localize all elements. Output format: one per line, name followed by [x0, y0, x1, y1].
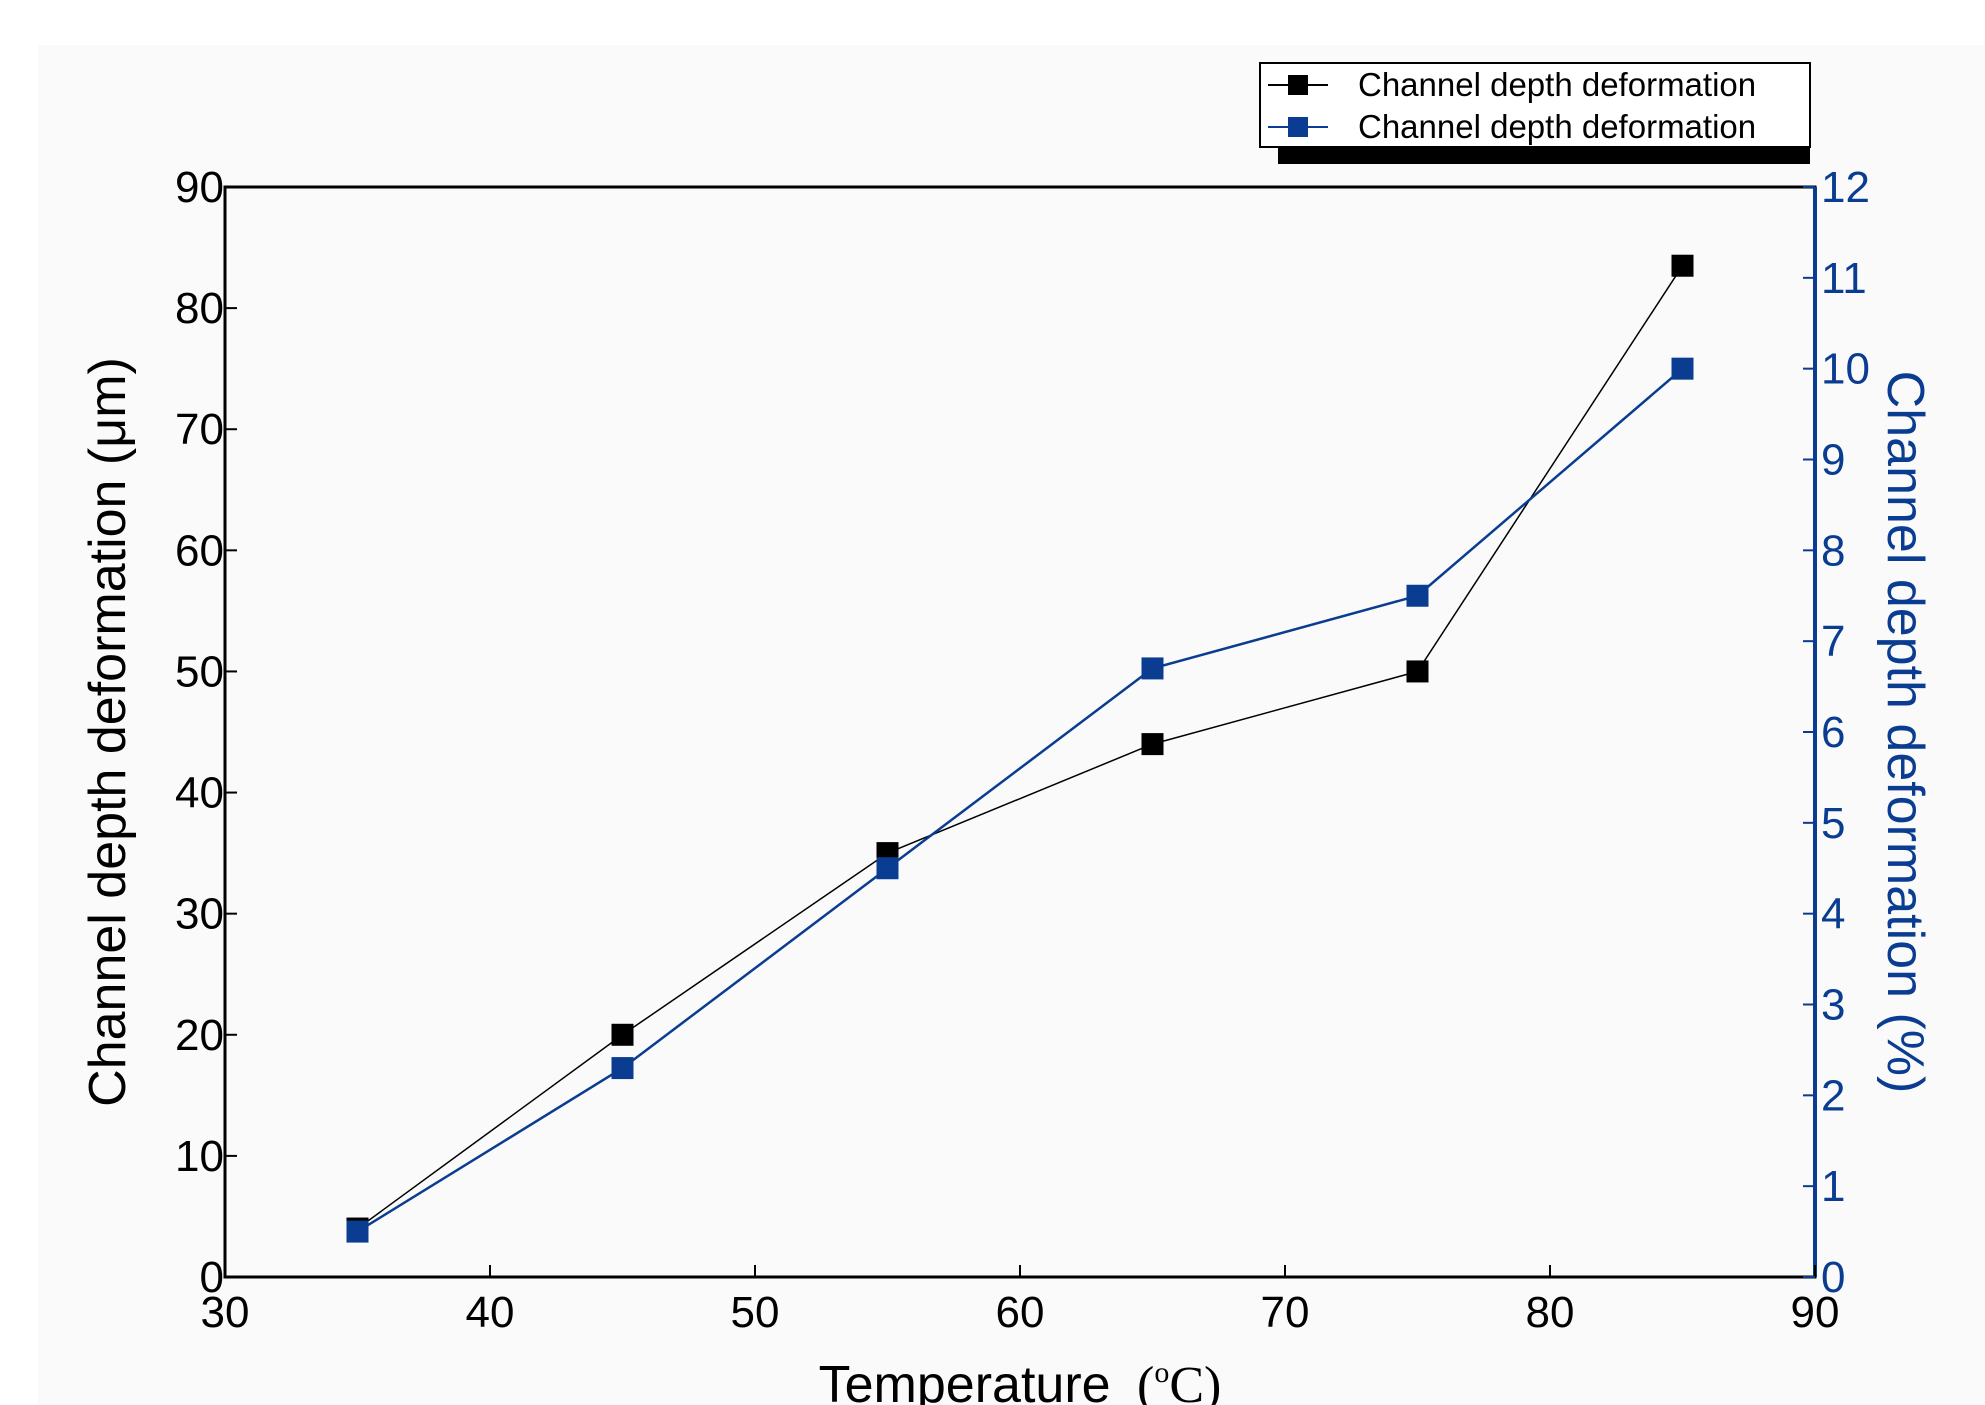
legend-marker-series-1	[1288, 75, 1308, 95]
left-y-axis-title: Channel depth deformation (μm)	[79, 357, 137, 1107]
series-2-point	[611, 1057, 634, 1080]
series-1-point	[1406, 660, 1429, 683]
celsius-letter: C	[1169, 1357, 1204, 1405]
series-1-point	[1141, 733, 1164, 756]
right-y-tick-label: 8	[1821, 526, 1845, 575]
series-1-point	[1671, 254, 1694, 277]
left-y-tick-label: 0	[200, 1253, 224, 1302]
x-axis-title: Temperature (oC)	[819, 1356, 1222, 1405]
x-tick-label: 80	[1526, 1288, 1575, 1337]
degree-symbol: o	[1154, 1356, 1169, 1389]
right-y-tick-label: 3	[1821, 981, 1845, 1030]
series-line-1	[357, 265, 1684, 1230]
x-axis-title-text: Temperature	[819, 1356, 1111, 1405]
x-axis-unit-close: )	[1204, 1357, 1221, 1405]
series-2-point	[876, 857, 899, 880]
left-y-tick-label: 80	[175, 284, 224, 333]
left-y-tick-label: 60	[175, 526, 224, 575]
x-tick-label: 30	[201, 1288, 250, 1337]
right-y-tick-label: 9	[1821, 436, 1845, 485]
left-y-tick-label: 40	[175, 769, 224, 818]
left-y-tick-label: 50	[175, 647, 224, 696]
right-y-tick-label: 4	[1821, 890, 1845, 939]
x-tick-label: 40	[466, 1288, 515, 1337]
series-2-point	[1141, 657, 1164, 680]
right-y-tick-label: 0	[1821, 1253, 1845, 1302]
left-y-tick-label: 70	[175, 405, 224, 454]
right-y-axis-title: Channel depth deformation (%)	[1876, 371, 1934, 1094]
series-layer	[346, 254, 1694, 1243]
x-tick-label: 70	[1261, 1288, 1310, 1337]
legend-marker-series-2	[1288, 117, 1308, 137]
series-2-point	[1671, 357, 1694, 380]
right-y-tick-label: 6	[1821, 708, 1845, 757]
right-y-tick-label: 5	[1821, 799, 1845, 848]
left-y-tick-label: 90	[175, 163, 224, 212]
chart-background	[38, 45, 1985, 1405]
right-y-tick-label: 7	[1821, 617, 1845, 666]
series-2-point	[346, 1220, 369, 1243]
right-y-tick-label: 12	[1821, 163, 1870, 212]
right-y-tick-label: 2	[1821, 1071, 1845, 1120]
series-2-point	[1406, 584, 1429, 607]
left-y-tick-label: 20	[175, 1011, 224, 1060]
series-line-2	[356, 367, 1684, 1233]
legend: Channel depth deformation Channel depth …	[1259, 62, 1811, 164]
x-tick-label: 50	[731, 1288, 780, 1337]
legend-label-series-2: Channel depth deformation	[1358, 108, 1756, 145]
x-tick-label: 60	[996, 1288, 1045, 1337]
series-1-point	[611, 1023, 634, 1046]
left-y-tick-label: 10	[175, 1132, 224, 1181]
left-y-axis-ticks: 0 10 20 30 40 50 60 70 80 90	[175, 163, 237, 1302]
left-y-tick-label: 30	[175, 890, 224, 939]
x-tick-label: 90	[1791, 1288, 1840, 1337]
right-y-tick-label: 1	[1821, 1162, 1845, 1211]
legend-label-series-1: Channel depth deformation	[1358, 66, 1756, 103]
legend-box	[1259, 62, 1811, 148]
x-axis-unit: (	[1137, 1357, 1154, 1405]
right-y-tick-label: 10	[1821, 345, 1870, 394]
right-y-tick-label: 11	[1821, 254, 1867, 303]
x-axis-ticks: 30 40 50 60 70 80 90	[201, 1265, 1840, 1337]
